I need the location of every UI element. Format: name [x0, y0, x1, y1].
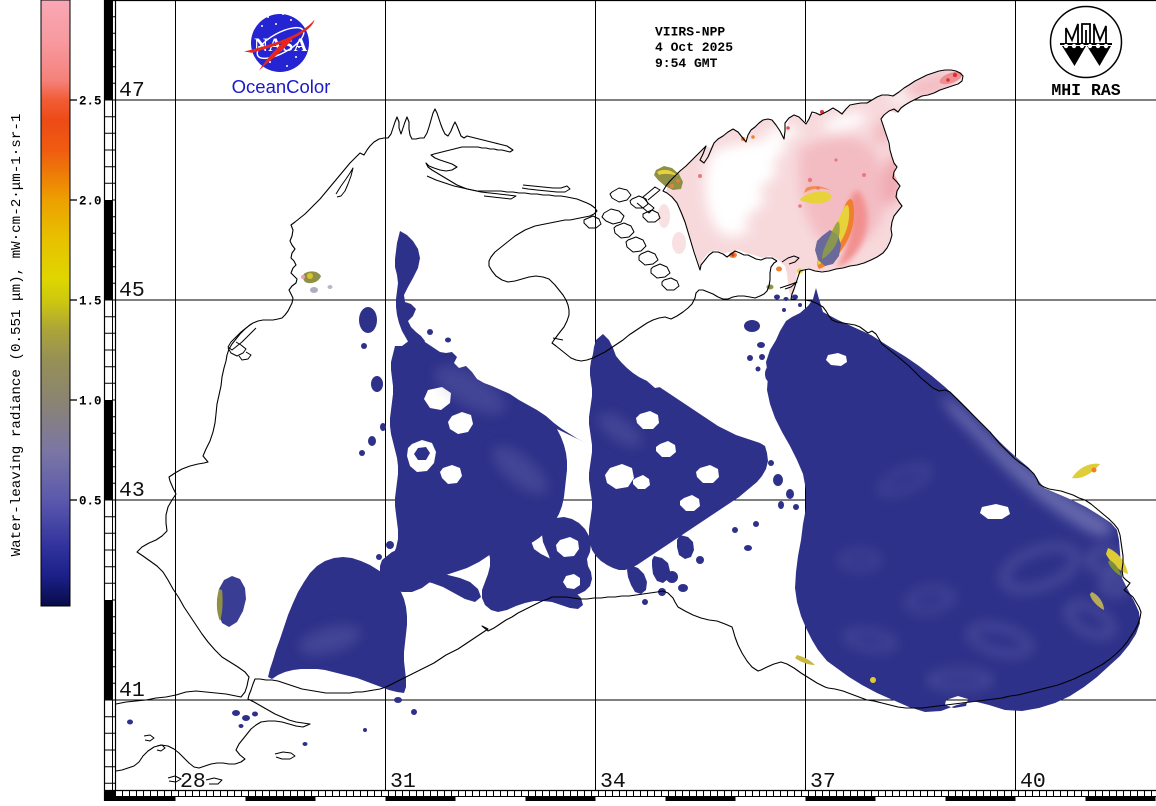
svg-text:OceanColor: OceanColor — [232, 76, 331, 97]
svg-text:2.0: 2.0 — [79, 195, 102, 209]
svg-text:1.0: 1.0 — [79, 395, 102, 409]
svg-text:47: 47 — [119, 79, 145, 103]
svg-text:37: 37 — [810, 770, 836, 794]
svg-text:9:54 GMT: 9:54 GMT — [655, 56, 718, 71]
svg-text:34: 34 — [600, 770, 626, 794]
svg-text:41: 41 — [119, 679, 145, 703]
svg-text:31: 31 — [390, 770, 416, 794]
svg-text:0.5: 0.5 — [79, 495, 102, 509]
svg-text:Water-leaving radiance (0.551: Water-leaving radiance (0.551 μm), mW·cm… — [9, 114, 25, 557]
svg-text:43: 43 — [119, 479, 145, 503]
svg-text:2.5: 2.5 — [79, 95, 102, 109]
svg-text:MHI RAS: MHI RAS — [1051, 81, 1120, 100]
svg-text:28: 28 — [180, 770, 206, 794]
svg-text:4 Oct 2025: 4 Oct 2025 — [655, 40, 733, 55]
svg-text:40: 40 — [1020, 770, 1046, 794]
svg-text:45: 45 — [119, 279, 145, 303]
svg-text:VIIRS-NPP: VIIRS-NPP — [655, 25, 725, 40]
svg-text:1.5: 1.5 — [79, 295, 102, 309]
